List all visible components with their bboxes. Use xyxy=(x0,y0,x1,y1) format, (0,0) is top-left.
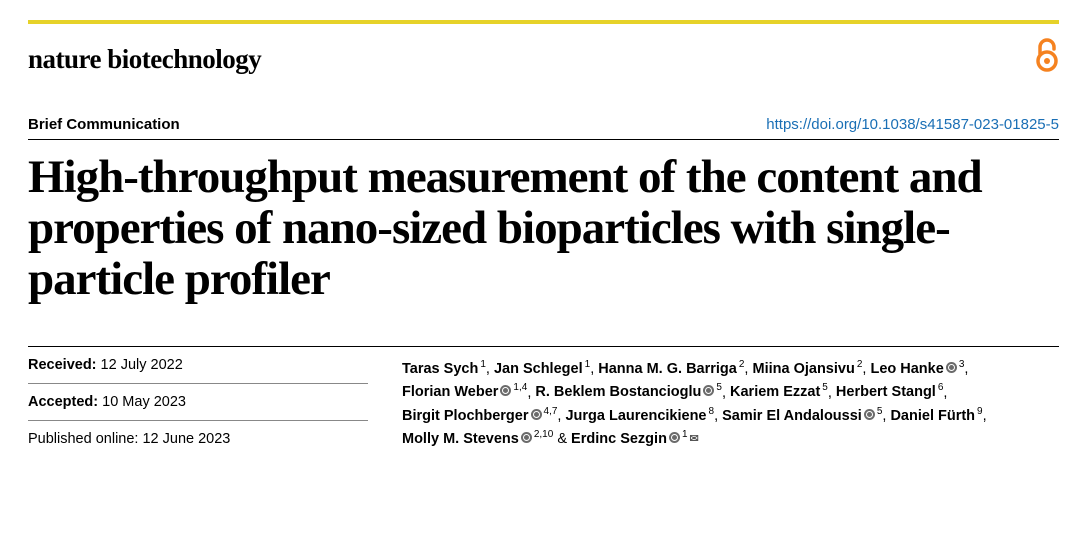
author: Molly M. Stevens 2,10 xyxy=(402,431,553,447)
journal-name: nature biotechnology xyxy=(28,44,261,75)
published-row: Published online: 12 June 2023 xyxy=(28,421,368,457)
affiliation-sup: 5 xyxy=(820,383,828,394)
affiliation-sup: 1 xyxy=(680,429,688,440)
author: Miina Ojansivu 2 xyxy=(752,361,862,377)
affiliation-sup: 6 xyxy=(936,383,944,394)
dates-column: Received: 12 July 2022 Accepted: 10 May … xyxy=(28,347,368,457)
affiliation-sup: 3 xyxy=(957,359,965,370)
affiliation-sup: 5 xyxy=(714,383,722,394)
orcid-icon xyxy=(500,385,511,396)
author: Herbert Stangl 6 xyxy=(836,384,944,400)
orcid-icon xyxy=(531,409,542,420)
affiliation-sup: 8 xyxy=(707,406,715,417)
author: Daniel Fürth 9 xyxy=(890,408,982,424)
author: Birgit Plochberger 4,7 xyxy=(402,408,557,424)
meta-section: Received: 12 July 2022 Accepted: 10 May … xyxy=(28,346,1059,457)
affiliation-sup: 9 xyxy=(975,406,983,417)
orcid-icon xyxy=(864,409,875,420)
author: Jan Schlegel 1 xyxy=(494,361,590,377)
author: Samir El Andaloussi 5 xyxy=(722,408,882,424)
affiliation-sup: 2 xyxy=(737,359,745,370)
author: Florian Weber 1,4 xyxy=(402,384,527,400)
mail-icon: ✉ xyxy=(690,431,699,448)
received-date: 12 July 2022 xyxy=(101,357,183,373)
author: Jurga Laurencikiene 8 xyxy=(565,408,714,424)
open-access-icon xyxy=(1035,38,1059,80)
authors-column: Taras Sych 1, Jan Schlegel 1, Hanna M. G… xyxy=(368,347,1059,457)
received-row: Received: 12 July 2022 xyxy=(28,347,368,384)
accepted-label: Accepted: xyxy=(28,394,98,410)
orcid-icon xyxy=(946,362,957,373)
journal-row: nature biotechnology xyxy=(28,38,1059,80)
affiliation-sup: 1 xyxy=(478,359,486,370)
author: Leo Hanke 3 xyxy=(870,361,964,377)
author: R. Beklem Bostancioglu 5 xyxy=(535,384,722,400)
article-category: Brief Communication xyxy=(28,116,180,133)
published-label: Published online: xyxy=(28,431,138,447)
orcid-icon xyxy=(703,385,714,396)
affiliation-sup: 5 xyxy=(875,406,883,417)
orcid-icon xyxy=(669,432,680,443)
affiliation-sup: 1,4 xyxy=(511,383,527,394)
doi-link[interactable]: https://doi.org/10.1038/s41587-023-01825… xyxy=(766,116,1059,133)
affiliation-sup: 2,10 xyxy=(532,429,553,440)
accepted-date: 10 May 2023 xyxy=(102,394,186,410)
affiliation-sup: 4,7 xyxy=(542,406,558,417)
author: Hanna M. G. Barriga 2 xyxy=(598,361,744,377)
author: Erdinc Sezgin 1✉ xyxy=(571,431,699,447)
author: Taras Sych 1 xyxy=(402,361,486,377)
affiliation-sup: 1 xyxy=(583,359,591,370)
received-label: Received: xyxy=(28,357,97,373)
top-rule xyxy=(28,20,1059,24)
article-title: High-throughput measurement of the conte… xyxy=(28,152,1059,304)
author: Kariem Ezzat 5 xyxy=(730,384,828,400)
published-date: 12 June 2023 xyxy=(142,431,230,447)
affiliation-sup: 2 xyxy=(855,359,863,370)
orcid-icon xyxy=(521,432,532,443)
category-row: Brief Communication https://doi.org/10.1… xyxy=(28,116,1059,140)
accepted-row: Accepted: 10 May 2023 xyxy=(28,384,368,421)
